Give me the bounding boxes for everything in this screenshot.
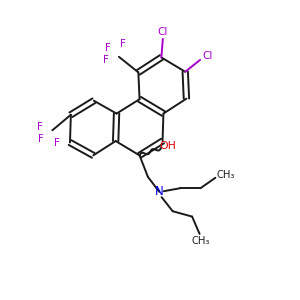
Text: Cl: Cl (202, 51, 213, 61)
Text: F: F (38, 134, 44, 144)
Text: F: F (105, 43, 110, 53)
Text: F: F (37, 122, 43, 132)
Text: CH₃: CH₃ (192, 236, 210, 246)
Text: N: N (155, 185, 164, 198)
Text: F: F (121, 39, 126, 49)
Text: F: F (103, 55, 109, 65)
Text: Cl: Cl (158, 27, 168, 37)
Text: CH₃: CH₃ (216, 170, 234, 180)
Text: OH: OH (159, 141, 176, 152)
Text: F: F (54, 138, 60, 148)
